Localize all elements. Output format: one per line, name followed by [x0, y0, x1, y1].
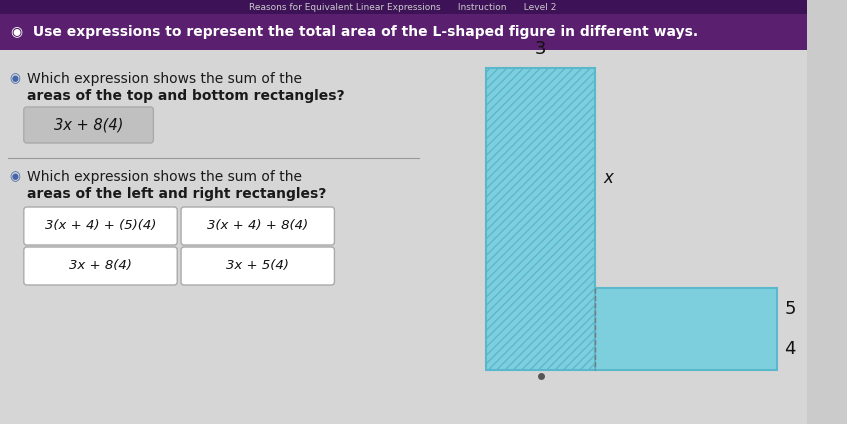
FancyBboxPatch shape [181, 207, 335, 245]
Text: areas of the top and bottom rectangles?: areas of the top and bottom rectangles? [26, 89, 344, 103]
Bar [0, 14, 807, 50]
Text: Reasons for Equivalent Linear Expressions      Instruction      Level 2: Reasons for Equivalent Linear Expression… [249, 3, 556, 11]
Bar [0, 50, 807, 424]
Text: ◉: ◉ [9, 72, 20, 85]
FancyBboxPatch shape [24, 247, 177, 285]
Bar [595, 288, 777, 370]
Text: ◉  Use expressions to represent the total area of the L-shaped figure in differe: ◉ Use expressions to represent the total… [11, 25, 699, 39]
Text: Which expression shows the sum of the: Which expression shows the sum of the [26, 72, 302, 86]
FancyBboxPatch shape [24, 107, 153, 143]
Bar [486, 68, 595, 370]
Text: 5: 5 [784, 300, 795, 318]
Bar [0, 0, 807, 14]
Text: 3(x + 4) + (5)(4): 3(x + 4) + (5)(4) [45, 220, 156, 232]
Text: 3x + 8(4): 3x + 8(4) [54, 117, 124, 132]
FancyBboxPatch shape [24, 207, 177, 245]
Text: 3x + 5(4): 3x + 5(4) [226, 259, 289, 273]
Text: 3: 3 [535, 40, 546, 58]
Text: x: x [603, 169, 613, 187]
FancyBboxPatch shape [181, 247, 335, 285]
Text: 4: 4 [784, 340, 795, 358]
Text: areas of the left and right rectangles?: areas of the left and right rectangles? [26, 187, 326, 201]
Text: 3(x + 4) + 8(4): 3(x + 4) + 8(4) [208, 220, 308, 232]
Text: Which expression shows the sum of the: Which expression shows the sum of the [26, 170, 302, 184]
Text: 3x + 8(4): 3x + 8(4) [69, 259, 132, 273]
Text: ◉: ◉ [9, 170, 20, 183]
